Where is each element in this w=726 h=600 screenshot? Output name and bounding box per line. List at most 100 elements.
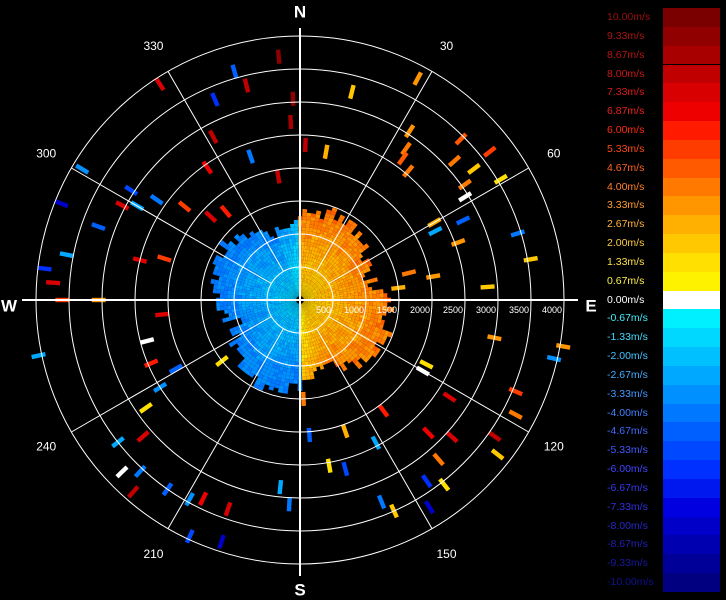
echo-cell bbox=[286, 242, 290, 247]
echo-cell bbox=[310, 303, 315, 305]
echo-cell bbox=[279, 277, 284, 282]
echo-cell bbox=[325, 296, 330, 298]
echo-cell bbox=[293, 290, 296, 294]
echo-cell bbox=[310, 296, 315, 298]
range-label: 3500 bbox=[509, 305, 529, 315]
echo-cell bbox=[288, 276, 292, 280]
echo-cell bbox=[294, 306, 297, 311]
echo-cell bbox=[349, 335, 355, 340]
echo-cell bbox=[336, 315, 341, 319]
echo-cell bbox=[275, 306, 280, 309]
echo-cell bbox=[236, 346, 242, 353]
echo-cell bbox=[308, 260, 312, 265]
echo-cell bbox=[301, 347, 304, 352]
legend-swatch bbox=[663, 328, 720, 348]
echo-cell bbox=[320, 266, 325, 271]
echo-cell bbox=[217, 280, 222, 286]
echo-cell bbox=[287, 291, 292, 294]
range-label: 1500 bbox=[377, 305, 397, 315]
legend-label: -6.00m/s bbox=[607, 463, 648, 476]
echo-cell bbox=[282, 333, 286, 338]
range-gate bbox=[143, 358, 159, 368]
echo-cell bbox=[304, 291, 308, 295]
echo-cell bbox=[320, 253, 325, 259]
range-gate bbox=[325, 458, 333, 473]
echo-cell bbox=[241, 247, 248, 253]
echo-cell bbox=[308, 291, 313, 294]
echo-cell bbox=[366, 316, 371, 321]
echo-cell bbox=[253, 262, 259, 267]
range-gate bbox=[149, 193, 164, 206]
echo-cell bbox=[321, 295, 326, 298]
echo-cell bbox=[251, 280, 257, 285]
echo-cell bbox=[312, 278, 316, 283]
echo-cell bbox=[286, 305, 291, 308]
echo-cell bbox=[301, 285, 303, 289]
echo-cell bbox=[351, 332, 356, 338]
echo-cell bbox=[357, 258, 363, 264]
echo-cell bbox=[331, 267, 337, 272]
echo-cell bbox=[254, 284, 259, 288]
echo-cell bbox=[321, 283, 325, 287]
echo-cell bbox=[289, 331, 293, 336]
echo-cell bbox=[310, 314, 314, 319]
echo-cell bbox=[247, 272, 252, 277]
echo-cell bbox=[256, 264, 262, 269]
echo-cell bbox=[256, 301, 260, 304]
echo-cell bbox=[324, 307, 329, 310]
echo-cell bbox=[304, 260, 308, 264]
echo-cell bbox=[333, 312, 338, 316]
echo-cell bbox=[332, 297, 337, 300]
echo-cell bbox=[280, 251, 285, 257]
range-gate bbox=[510, 229, 526, 238]
echo-cell bbox=[302, 285, 304, 290]
range-label: 2500 bbox=[443, 305, 463, 315]
echo-cell bbox=[273, 327, 278, 332]
echo-cell bbox=[219, 293, 224, 298]
range-gate bbox=[322, 144, 330, 160]
echo-cell bbox=[244, 332, 249, 338]
echo-cell bbox=[291, 292, 295, 296]
echo-cell bbox=[301, 259, 304, 264]
echo-cell bbox=[236, 253, 243, 259]
echo-cell bbox=[280, 332, 285, 337]
echo-cell bbox=[336, 328, 341, 334]
echo-cell bbox=[335, 260, 340, 265]
echo-cell bbox=[276, 241, 281, 246]
echo-cell bbox=[284, 270, 288, 275]
echo-cell bbox=[305, 223, 310, 228]
echo-cell bbox=[330, 348, 336, 353]
echo-cell bbox=[329, 214, 335, 220]
echo-cell bbox=[262, 258, 267, 263]
echo-cell bbox=[309, 305, 314, 308]
echo-cell bbox=[302, 332, 305, 337]
echo-cell bbox=[309, 304, 314, 308]
echo-cell bbox=[285, 303, 290, 305]
echo-cell bbox=[317, 312, 322, 316]
echo-cell bbox=[310, 216, 316, 222]
echo-cell bbox=[325, 224, 331, 230]
range-gate bbox=[376, 494, 387, 510]
echo-cell bbox=[312, 289, 316, 293]
echo-cell bbox=[279, 248, 283, 253]
echo-cell bbox=[296, 343, 299, 348]
echo-cell bbox=[320, 314, 325, 318]
echo-cell bbox=[281, 259, 285, 264]
echo-cell bbox=[320, 325, 324, 330]
echo-cell bbox=[355, 250, 361, 256]
echo-cell bbox=[329, 320, 334, 325]
echo-cell bbox=[293, 343, 297, 348]
echo-cell bbox=[307, 301, 312, 302]
echo-cell bbox=[282, 305, 287, 308]
echo-cell bbox=[315, 276, 320, 281]
echo-cell bbox=[342, 286, 347, 290]
echo-cell bbox=[270, 296, 275, 298]
echo-cell bbox=[360, 284, 365, 289]
echo-cell bbox=[294, 365, 299, 370]
echo-cell bbox=[264, 307, 269, 311]
echo-cell bbox=[302, 212, 307, 217]
echo-cell bbox=[269, 370, 275, 376]
echo-cell bbox=[321, 305, 325, 308]
echo-cell bbox=[275, 314, 280, 318]
echo-cell bbox=[382, 310, 387, 316]
